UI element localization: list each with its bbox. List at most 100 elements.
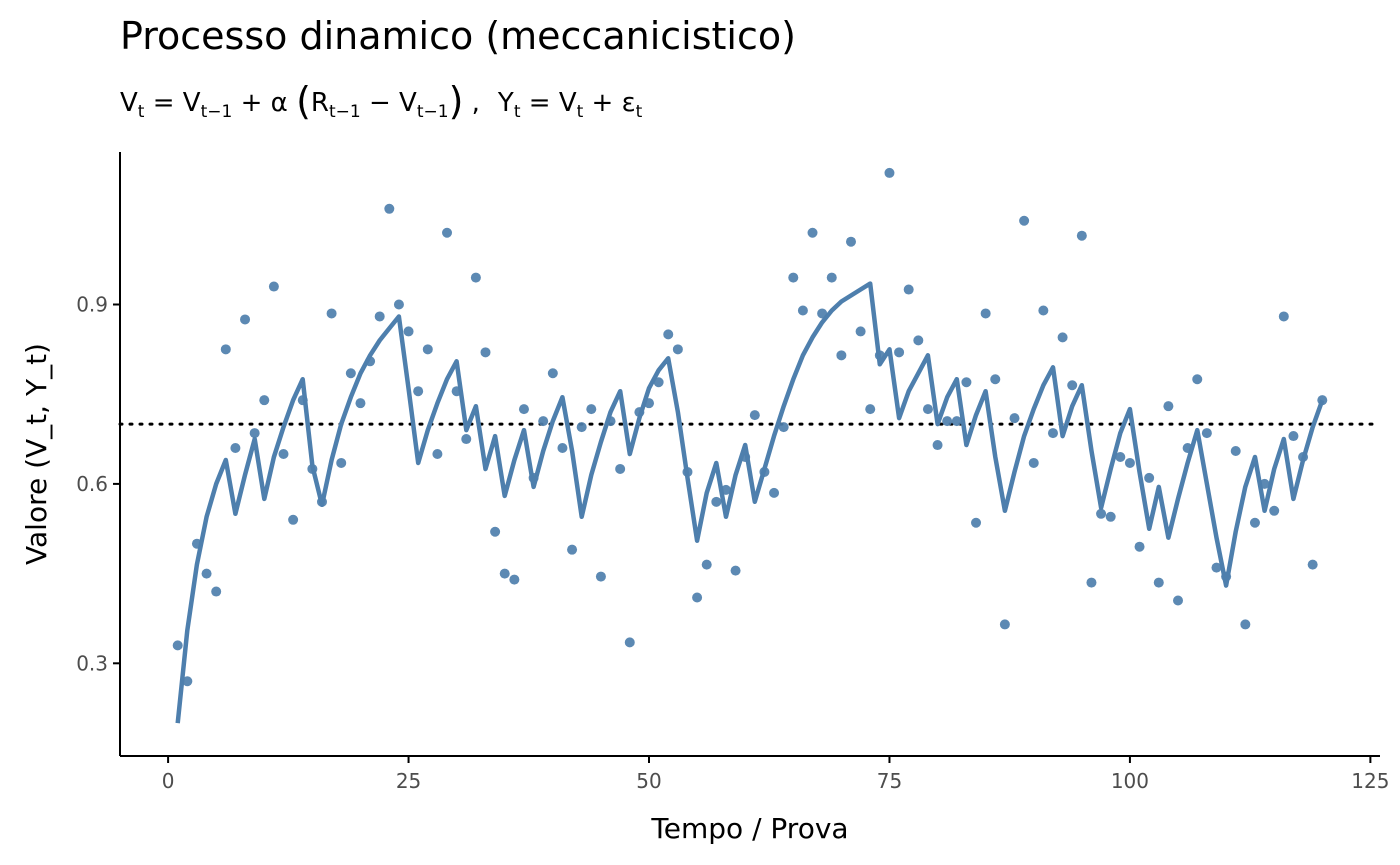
observed-point: [999, 619, 1010, 630]
observed-point: [845, 236, 856, 247]
observed-point: [1230, 446, 1241, 457]
observed-point: [778, 422, 789, 433]
observed-point: [1096, 508, 1107, 519]
observed-point: [240, 314, 251, 325]
x-axis-label: Tempo / Prova: [650, 812, 848, 845]
observed-point: [961, 377, 972, 388]
y-axis-label: Valore (V_t, Y_t): [20, 343, 53, 565]
sub-t-minus-1: t−1: [200, 102, 233, 122]
observed-point: [1192, 374, 1203, 385]
chart-subtitle-formula: Vt = Vt−1 + α (Rt−1 − Vt−1) , Yt = Vt + ε…: [120, 76, 642, 137]
sub-t: t: [576, 102, 584, 122]
observed-point: [268, 281, 279, 292]
observed-point: [1105, 511, 1116, 522]
sub-t: t: [513, 102, 521, 122]
observed-point: [211, 586, 222, 597]
observed-point: [749, 410, 760, 421]
sym-v: V: [399, 88, 417, 118]
sym-v: V: [182, 88, 201, 118]
x-tick-label: 100: [1111, 769, 1149, 793]
chart-title: Processo dinamico (meccanicistico): [120, 14, 796, 58]
observed-point: [1249, 517, 1260, 528]
observed-point: [413, 386, 424, 397]
observed-point: [932, 440, 943, 451]
observed-point: [288, 514, 299, 525]
observed-point: [1067, 380, 1078, 391]
observed-point: [1009, 413, 1020, 424]
observed-point: [374, 311, 385, 322]
observed-point: [1076, 230, 1087, 241]
observed-point: [567, 544, 578, 555]
observed-point: [259, 395, 270, 406]
observed-point: [788, 272, 799, 283]
sym-epsilon: ε: [621, 88, 636, 118]
observed-point: [557, 443, 568, 454]
observed-point: [711, 496, 722, 507]
observed-point: [182, 676, 193, 687]
sub-t: t: [137, 102, 145, 122]
sym-rparen: ): [448, 79, 464, 123]
y-tick-label: 0.6: [76, 472, 108, 496]
observed-point: [384, 203, 395, 214]
observed-point: [355, 398, 366, 409]
sym-v: V: [120, 88, 138, 118]
observed-point: [692, 592, 703, 603]
observed-point: [461, 434, 472, 445]
observed-point: [1269, 505, 1280, 516]
observed-point: [942, 416, 953, 427]
observed-point: [586, 404, 597, 415]
observed-point: [1057, 332, 1068, 343]
observed-point: [336, 457, 347, 468]
observed-point: [913, 335, 924, 346]
observed-point: [403, 326, 414, 337]
observed-point: [653, 377, 664, 388]
observed-point: [951, 416, 962, 427]
sym-lparen: (: [296, 79, 311, 123]
observed-point: [1134, 541, 1145, 552]
observed-point: [769, 487, 780, 498]
observed-point: [499, 568, 510, 579]
observed-point: [1086, 577, 1097, 588]
observed-point: [201, 568, 212, 579]
observed-point: [490, 526, 501, 537]
latent-value-line: [175, 281, 1325, 724]
sym-y: Y: [497, 88, 514, 118]
observed-point: [701, 559, 712, 570]
observed-point: [971, 517, 982, 528]
observed-point: [220, 344, 231, 355]
observed-point: [1038, 305, 1049, 316]
x-tick-label: 75: [877, 769, 902, 793]
observed-point: [1240, 619, 1251, 630]
sub-t-minus-1: t−1: [416, 102, 449, 122]
observed-point: [326, 308, 337, 319]
observed-point: [1028, 457, 1039, 468]
observed-point: [615, 463, 626, 474]
observed-point: [1173, 595, 1184, 606]
sym-plus: +: [240, 88, 263, 118]
observed-point: [855, 326, 866, 337]
observed-point: [442, 227, 453, 238]
observed-point: [345, 368, 356, 379]
sym-v: V: [558, 88, 577, 118]
sym-r: R: [310, 88, 329, 118]
observed-point: [807, 227, 818, 238]
x-tick-label: 125: [1351, 769, 1389, 793]
observed-point: [595, 571, 606, 582]
observed-point: [1201, 428, 1212, 439]
observed-point: [980, 308, 991, 319]
observed-point: [730, 565, 741, 576]
sym-comma: ,: [471, 88, 480, 118]
observed-point: [894, 347, 905, 358]
observed-point: [1047, 428, 1058, 439]
observed-point: [836, 350, 847, 361]
observed-point: [903, 284, 914, 295]
observed-point: [1124, 457, 1135, 468]
plot-area: [118, 167, 1382, 724]
observed-point: [884, 167, 895, 178]
observed-point: [797, 305, 808, 316]
sub-t: t: [635, 102, 643, 122]
observed-point: [422, 344, 433, 355]
x-tick-label: 25: [396, 769, 421, 793]
observed-point: [230, 443, 241, 454]
